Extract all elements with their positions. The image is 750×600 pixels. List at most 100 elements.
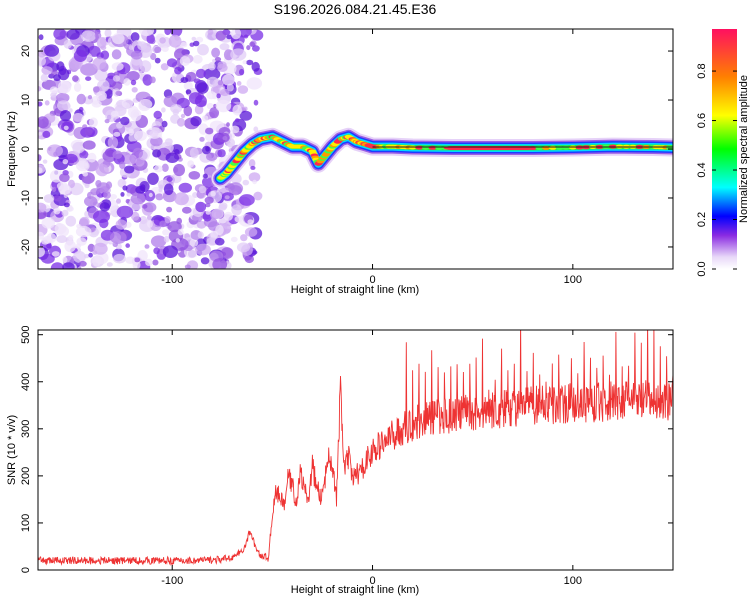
noise-blob (235, 118, 240, 123)
noise-blob (76, 237, 87, 246)
noise-blob (218, 202, 228, 210)
noise-blob (63, 125, 69, 131)
noise-blob (166, 206, 173, 213)
noise-blob (63, 39, 72, 49)
y-tick-label: 10 (20, 94, 32, 106)
noise-blob (78, 260, 87, 267)
noise-blob (134, 257, 141, 263)
noise-blob (206, 76, 219, 88)
noise-blob (239, 110, 253, 121)
noise-blob (185, 71, 197, 82)
noise-blob (139, 60, 152, 73)
noise-blob (50, 92, 57, 98)
noise-blob (66, 29, 80, 40)
noise-blob (112, 75, 121, 82)
noise-blob (130, 109, 142, 122)
noise-blob (210, 190, 216, 197)
noise-blob (104, 119, 110, 124)
noise-blob (38, 34, 44, 41)
noise-blob (133, 130, 147, 141)
noise-blob (185, 89, 192, 95)
noise-blob (206, 102, 214, 110)
noise-blob (49, 86, 59, 94)
noise-blob (160, 63, 169, 71)
noise-blob (215, 30, 227, 41)
noise-blob (139, 29, 155, 37)
noise-blob (230, 48, 247, 61)
noise-blob (207, 29, 214, 36)
noise-blob (164, 29, 172, 36)
noise-blob (124, 165, 135, 174)
noise-blob (138, 98, 153, 110)
noise-blob (253, 99, 259, 106)
noise-blob (175, 238, 180, 243)
noise-blob (41, 66, 53, 75)
noise-blob (197, 44, 209, 56)
noise-blob (140, 184, 146, 191)
noise-blob (135, 157, 145, 167)
snr-x-ticks: -100 0 100 (161, 330, 582, 587)
noise-blob (147, 172, 159, 185)
noise-blob (205, 210, 211, 215)
noise-blob (163, 183, 174, 196)
noise-blob (51, 251, 60, 257)
noise-blob (73, 49, 87, 62)
noise-blob (38, 101, 43, 107)
noise-blob (72, 113, 82, 122)
noise-blob (212, 92, 218, 100)
x-tick-label: 100 (564, 575, 582, 587)
noise-blob (243, 34, 249, 39)
noise-blob (243, 106, 248, 112)
noise-blob (53, 74, 61, 82)
colorbar-tick-label: 0.0 (696, 261, 708, 276)
spectrogram-x-axis-label: Height of straight line (km) (291, 284, 419, 296)
noise-blob (202, 145, 211, 155)
noise-blob (51, 186, 57, 192)
noise-blob (248, 172, 261, 183)
noise-blob (217, 63, 228, 72)
noise-blob (222, 74, 235, 86)
y-tick-label: 0 (20, 146, 32, 152)
noise-blob (53, 29, 67, 40)
noise-blob (116, 122, 123, 129)
noise-blob (92, 57, 107, 70)
noise-blob (38, 154, 42, 162)
noise-blob (68, 108, 73, 113)
noise-blob (179, 56, 191, 66)
noise-blob (239, 194, 255, 206)
noise-blob (239, 68, 245, 76)
noise-blob (75, 225, 92, 238)
noise-blob (150, 76, 156, 84)
noise-blob (251, 61, 260, 72)
noise-blob (153, 110, 162, 119)
noise-blob (222, 136, 228, 141)
noise-blob (131, 211, 140, 221)
noise-blob (183, 105, 193, 117)
noise-blob (211, 47, 221, 58)
noise-blob (121, 98, 134, 109)
y-tick-label: 300 (20, 420, 32, 438)
spectrogram-noise-blobs (38, 29, 264, 269)
noise-blob (117, 178, 127, 188)
noise-blob (247, 219, 254, 225)
noise-blob (72, 75, 79, 82)
noise-blob (82, 140, 96, 150)
noise-blob (226, 122, 230, 127)
noise-blob (113, 71, 120, 77)
spectrogram-x-ticks: -100 0 100 (161, 29, 582, 286)
noise-blob (173, 163, 186, 177)
x-tick-label: -100 (161, 274, 183, 286)
noise-blob (90, 188, 100, 196)
colorbar-tick-label: 0.6 (696, 113, 708, 128)
noise-blob (195, 243, 211, 256)
noise-blob (63, 202, 70, 208)
noise-blob (253, 191, 263, 201)
noise-blob (161, 163, 169, 172)
noise-blob (231, 204, 242, 216)
y-tick-label: 100 (20, 514, 32, 532)
noise-blob (155, 193, 164, 201)
noise-blob (113, 131, 121, 137)
snr-frame (37, 329, 674, 571)
noise-blob (206, 237, 218, 246)
